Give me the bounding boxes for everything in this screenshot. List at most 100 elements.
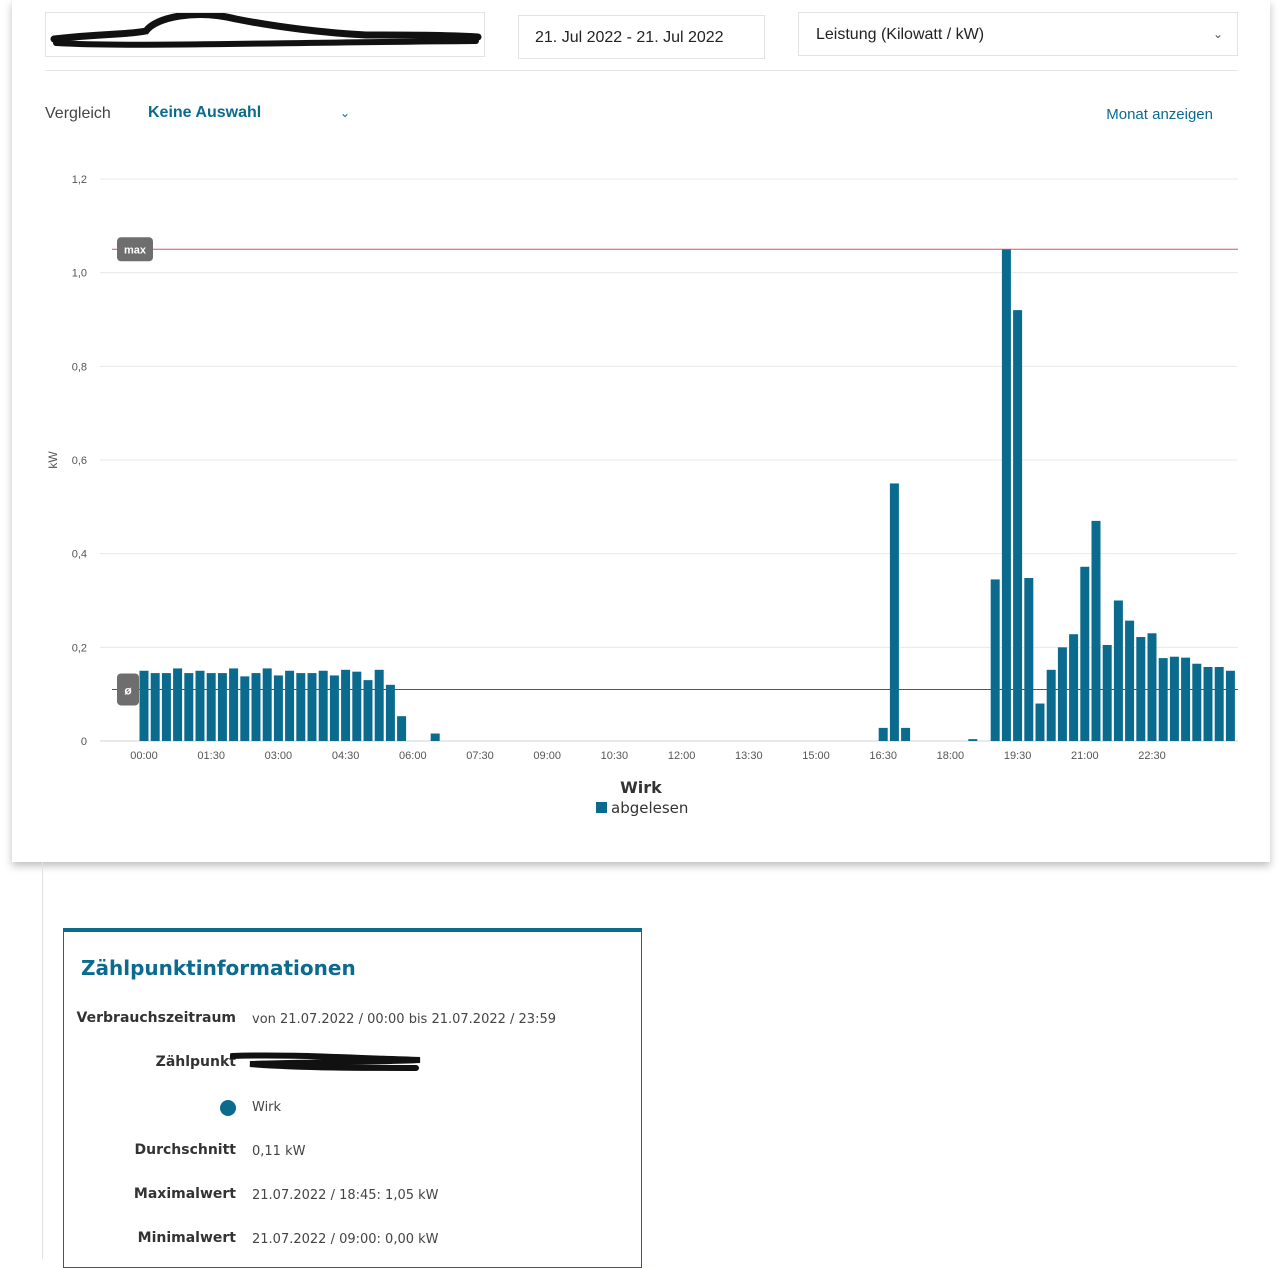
date-range-field[interactable]: 21. Jul 2022 - 21. Jul 2022 [518, 15, 765, 59]
bar [240, 676, 250, 741]
divider [42, 862, 43, 1259]
y-tick-label: 0,4 [72, 549, 87, 561]
y-axis-label: kW [46, 451, 60, 469]
average-badge-label: ø [124, 683, 132, 697]
bar [901, 727, 911, 741]
bar [1169, 656, 1179, 741]
x-tick-label: 00:00 [130, 750, 158, 762]
bar [968, 739, 978, 741]
bar [1013, 310, 1023, 741]
bar [173, 668, 183, 741]
bar [1057, 647, 1067, 741]
series-name: Wirk [252, 1100, 282, 1115]
series-dot-icon [220, 1100, 236, 1116]
bar [1225, 670, 1235, 741]
bar [307, 673, 317, 741]
bar [1069, 634, 1079, 741]
y-tick-label: 1,0 [72, 268, 87, 280]
bar [1102, 644, 1112, 741]
compare-select-value: Keine Auswahl [148, 104, 262, 121]
unit-select-value: Leistung (Kilowatt / kW) [816, 26, 985, 43]
bar [217, 673, 227, 741]
bar [229, 668, 239, 741]
bar [1113, 600, 1123, 741]
info-row-period: Verbrauchszeitraum von 21.07.2022 / 00:0… [64, 1010, 642, 1032]
bar [285, 670, 295, 741]
bar [318, 670, 328, 741]
compare-select[interactable]: Keine Auswahl ⌄ [148, 104, 358, 128]
y-tick-label: 0,6 [72, 455, 87, 467]
bar [397, 716, 407, 741]
bar [385, 684, 395, 741]
bar [1080, 566, 1090, 741]
x-tick-label: 03:00 [265, 750, 293, 762]
bar [262, 668, 272, 741]
x-tick-label: 04:30 [332, 750, 360, 762]
y-tick-label: 0,8 [72, 361, 87, 373]
bar [1192, 663, 1202, 741]
show-month-link[interactable]: Monat anzeigen [1106, 106, 1213, 123]
bar [1001, 249, 1011, 741]
bar [363, 680, 373, 741]
bar [990, 579, 1000, 741]
redaction-scribble [50, 13, 482, 48]
bar [1024, 578, 1034, 741]
bar [251, 673, 261, 741]
bar [150, 673, 160, 741]
average-label: Durchschnitt [134, 1142, 236, 1158]
consumption-chart: 0 0,2 0,4 0,6 0,8 1,0 1,2 kW 00:00 01:30 03:00 04:3… [46, 174, 1238, 817]
info-row-series: Wirk [64, 1098, 642, 1120]
bar [329, 675, 339, 741]
unit-select[interactable]: Leistung (Kilowatt / kW) ⌄ [798, 12, 1238, 56]
max-label: Maximalwert [133, 1186, 236, 1202]
bar [889, 483, 899, 741]
x-tick-label: 01:30 [197, 750, 225, 762]
compare-label: Vergleich [45, 105, 111, 122]
info-row-average: Durchschnitt 0,11 kW [64, 1142, 642, 1164]
min-label: Minimalwert [137, 1230, 236, 1246]
bar [1091, 520, 1101, 741]
x-tick-label: 21:00 [1071, 750, 1099, 762]
bar [1046, 669, 1056, 741]
chevron-down-icon: ⌄ [1212, 27, 1223, 41]
chevron-down-icon: ⌄ [340, 106, 351, 120]
bar [878, 727, 888, 741]
x-tick-label: 16:30 [869, 750, 897, 762]
info-row-meter: Zählpunkt [64, 1052, 642, 1076]
bar [1147, 633, 1157, 741]
bar [341, 669, 351, 741]
bar [161, 673, 171, 741]
chart-card: 0 0,2 0,4 0,6 0,8 1,0 1,2 kW 00:00 01:30 03:00 04:3… [12, 0, 1270, 862]
bar [195, 670, 205, 741]
redaction-scribble [230, 1052, 421, 1071]
bar [1181, 657, 1191, 741]
average-badge [117, 673, 139, 706]
meter-select[interactable] [45, 12, 485, 57]
info-title: Zählpunktinformationen [81, 956, 356, 980]
bar [374, 669, 384, 741]
info-row-max: Maximalwert 21.07.2022 / 18:45: 1,05 kW [64, 1186, 642, 1208]
max-badge [117, 237, 153, 262]
x-tick-label: 06:00 [399, 750, 427, 762]
meter-label: Zählpunkt [155, 1054, 236, 1070]
average-value: 0,11 kW [252, 1144, 306, 1159]
meter-info-panel: Zählpunktinformationen Verbrauchszeitrau… [63, 928, 642, 1268]
bar [1203, 667, 1213, 741]
legend-label: abgelesen [611, 799, 688, 817]
max-badge-label: max [124, 244, 147, 256]
x-tick-label: 07:30 [466, 750, 494, 762]
min-value: 21.07.2022 / 09:00: 0,00 kW [252, 1232, 439, 1247]
bar [430, 733, 440, 741]
y-tick-label: 0,2 [72, 642, 87, 654]
bar [139, 670, 149, 741]
bar [296, 673, 306, 741]
divider [45, 70, 1238, 71]
x-tick-label: 09:00 [533, 750, 561, 762]
x-tick-label: 15:00 [802, 750, 830, 762]
period-label: Verbrauchszeitraum [76, 1010, 236, 1026]
bar [352, 671, 362, 741]
bar [273, 675, 283, 741]
bar [1214, 667, 1224, 741]
x-tick-label: 12:00 [668, 750, 696, 762]
x-tick-label: 18:00 [937, 750, 965, 762]
